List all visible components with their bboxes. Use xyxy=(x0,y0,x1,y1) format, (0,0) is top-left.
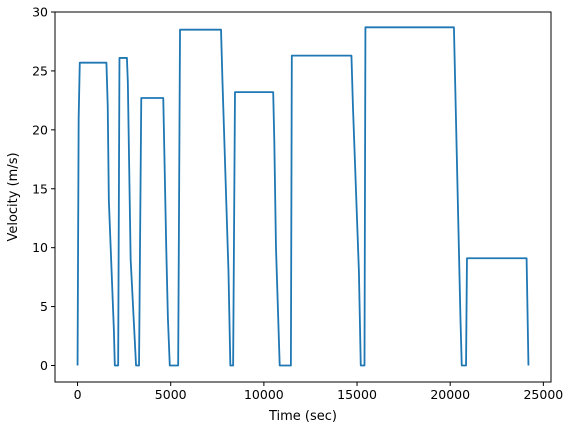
y-tick-label: 10 xyxy=(32,240,48,255)
axis-ticks: 0 5000 10000 15000 20000 25000 0 5 10 15 20 25 30 xyxy=(32,5,563,403)
plot-area xyxy=(76,26,530,367)
x-tick-label: 5000 xyxy=(155,387,187,402)
x-axis-label: Time (sec) xyxy=(268,409,337,424)
x-tick-label: 10000 xyxy=(244,387,284,402)
axes-frame xyxy=(54,11,552,383)
x-tick-label: 20000 xyxy=(430,387,470,402)
y-tick-label: 30 xyxy=(32,5,48,20)
y-tick-label: 5 xyxy=(40,299,48,314)
y-tick-label: 25 xyxy=(32,63,48,78)
x-tick-label: 0 xyxy=(74,387,82,402)
velocity-series-line xyxy=(76,26,530,367)
y-axis-label: Velocity (m/s) xyxy=(6,152,21,241)
x-tick-label: 15000 xyxy=(337,387,377,402)
y-tick-label: 15 xyxy=(32,181,48,196)
x-tick-label: 25000 xyxy=(523,387,563,402)
y-tick-label: 0 xyxy=(40,358,48,373)
y-tick-label: 20 xyxy=(32,122,48,137)
